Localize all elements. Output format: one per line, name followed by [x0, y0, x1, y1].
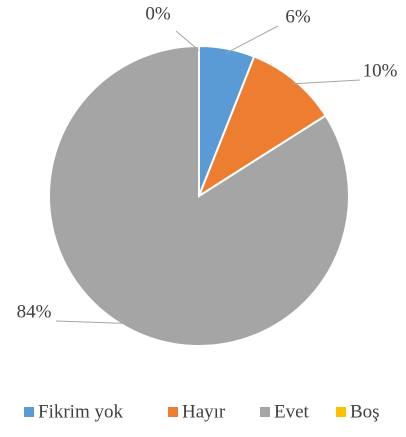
legend-label: Fikrim yok	[38, 401, 123, 422]
legend-label: Hayır	[182, 401, 226, 422]
legend-swatch	[260, 407, 270, 417]
legend-swatch	[168, 407, 178, 417]
leader-line	[55, 320, 129, 325]
legend-label: Evet	[274, 401, 310, 422]
data-label: 0%	[145, 3, 171, 24]
data-label: 6%	[285, 6, 311, 27]
pie-slice	[196, 55, 328, 199]
data-label: 84%	[17, 301, 52, 322]
legend-label: Boş	[350, 401, 380, 422]
data-label: 10%	[363, 60, 398, 81]
leader-line	[291, 79, 361, 85]
leader-line	[175, 30, 200, 51]
leader-line	[226, 25, 279, 54]
legend-swatch	[336, 407, 346, 417]
legend-swatch	[24, 407, 34, 417]
